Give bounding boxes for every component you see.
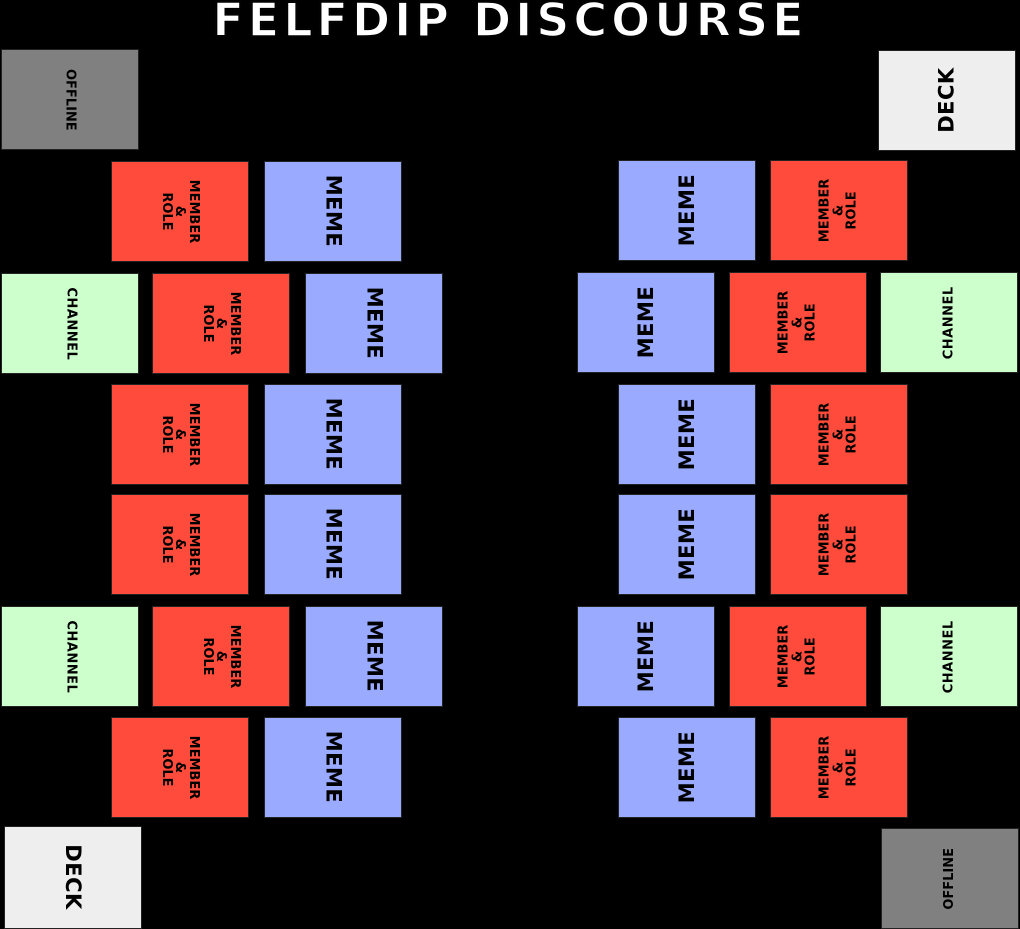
left-member-role-label-4: MEMBER & ROLE [159, 512, 202, 577]
right-meme-zone-3[interactable]: MEME [618, 384, 756, 485]
left-channel-zone-2[interactable]: CHANNEL [1, 606, 139, 707]
left-meme-zone-1[interactable]: MEME [264, 161, 402, 262]
left-meme-zone-4[interactable]: MEME [264, 494, 402, 595]
left-meme-label-6: MEME [321, 731, 346, 804]
right-meme-label-3: MEME [674, 398, 699, 471]
right-member-role-zone-6[interactable]: MEMBER & ROLE [770, 717, 908, 818]
left-channel-label-2: CHANNEL [62, 620, 78, 693]
right-member-role-label-1: MEMBER & ROLE [817, 178, 860, 243]
left-deck-label: DECK [61, 844, 86, 911]
right-meme-zone-1[interactable]: MEME [618, 160, 756, 261]
left-meme-label-4: MEME [321, 508, 346, 581]
right-channel-label-1: CHANNEL [941, 286, 957, 359]
left-meme-label-2: MEME [362, 287, 387, 360]
right-meme-label-2: MEME [633, 286, 658, 359]
left-meme-label-1: MEME [321, 175, 346, 248]
left-member-role-zone-2[interactable]: MEMBER & ROLE [152, 273, 290, 374]
left-member-role-zone-3[interactable]: MEMBER & ROLE [111, 384, 249, 485]
right-member-role-zone-1[interactable]: MEMBER & ROLE [770, 160, 908, 261]
board-title: FELFDIP DISCOURSE [212, 0, 808, 48]
left-channel-label-1: CHANNEL [62, 287, 78, 360]
right-member-role-zone-4[interactable]: MEMBER & ROLE [770, 494, 908, 595]
left-member-role-label-2: MEMBER & ROLE [200, 291, 243, 356]
right-member-role-label-5: MEMBER & ROLE [776, 624, 819, 689]
right-channel-zone-1[interactable]: CHANNEL [880, 272, 1018, 373]
right-meme-label-1: MEME [674, 174, 699, 247]
left-member-role-label-3: MEMBER & ROLE [159, 402, 202, 467]
right-deck-zone[interactable]: DECK [878, 50, 1016, 151]
left-meme-zone-5[interactable]: MEME [305, 606, 443, 707]
right-member-role-label-2: MEMBER & ROLE [776, 290, 819, 355]
left-offline-label: OFFLINE [62, 68, 78, 131]
left-member-role-label-5: MEMBER & ROLE [200, 624, 243, 689]
right-meme-zone-2[interactable]: MEME [577, 272, 715, 373]
right-offline-zone[interactable]: OFFLINE [881, 828, 1019, 929]
right-member-role-zone-2[interactable]: MEMBER & ROLE [729, 272, 867, 373]
left-member-role-zone-4[interactable]: MEMBER & ROLE [111, 494, 249, 595]
left-meme-label-5: MEME [362, 620, 387, 693]
right-member-role-label-6: MEMBER & ROLE [817, 735, 860, 800]
right-deck-label: DECK [934, 67, 959, 134]
left-member-role-label-1: MEMBER & ROLE [159, 179, 202, 244]
right-channel-label-2: CHANNEL [941, 620, 957, 693]
left-member-role-label-6: MEMBER & ROLE [159, 735, 202, 800]
right-meme-label-4: MEME [674, 508, 699, 581]
left-channel-zone-1[interactable]: CHANNEL [1, 273, 139, 374]
right-member-role-zone-5[interactable]: MEMBER & ROLE [729, 606, 867, 707]
right-member-role-label-4: MEMBER & ROLE [817, 512, 860, 577]
right-member-role-label-3: MEMBER & ROLE [817, 402, 860, 467]
left-meme-zone-3[interactable]: MEME [264, 384, 402, 485]
left-member-role-zone-1[interactable]: MEMBER & ROLE [111, 161, 249, 262]
right-meme-zone-4[interactable]: MEME [618, 494, 756, 595]
left-member-role-zone-6[interactable]: MEMBER & ROLE [111, 717, 249, 818]
right-meme-zone-5[interactable]: MEME [577, 606, 715, 707]
right-meme-label-6: MEME [674, 731, 699, 804]
left-meme-zone-2[interactable]: MEME [305, 273, 443, 374]
left-offline-zone[interactable]: OFFLINE [1, 49, 139, 150]
left-member-role-zone-5[interactable]: MEMBER & ROLE [152, 606, 290, 707]
left-deck-zone[interactable]: DECK [4, 826, 142, 929]
right-meme-label-5: MEME [633, 620, 658, 693]
right-offline-label: OFFLINE [942, 847, 958, 910]
right-member-role-zone-3[interactable]: MEMBER & ROLE [770, 384, 908, 485]
left-meme-zone-6[interactable]: MEME [264, 717, 402, 818]
right-channel-zone-2[interactable]: CHANNEL [880, 606, 1018, 707]
left-meme-label-3: MEME [321, 398, 346, 471]
right-meme-zone-6[interactable]: MEME [618, 717, 756, 818]
